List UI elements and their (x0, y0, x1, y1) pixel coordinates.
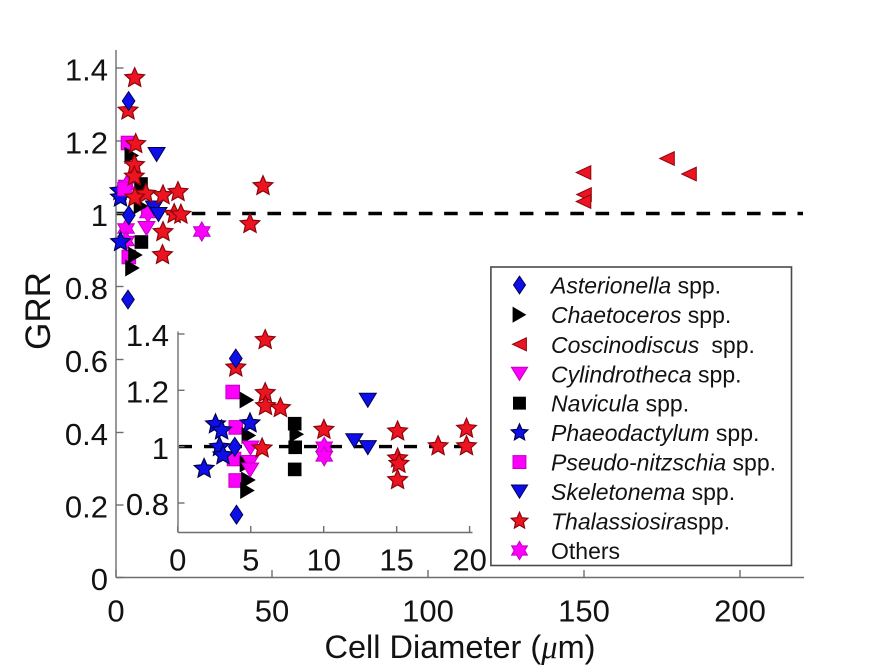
svg-text:1.2: 1.2 (65, 125, 108, 160)
svg-text:0.8: 0.8 (126, 487, 169, 522)
svg-text:0.6: 0.6 (65, 344, 108, 379)
svg-text:0.8: 0.8 (65, 271, 108, 306)
svg-text:Navicula spp.: Navicula spp. (551, 391, 689, 417)
svg-text:50: 50 (255, 594, 289, 629)
svg-text:1.4: 1.4 (65, 52, 108, 87)
svg-text:0: 0 (169, 543, 186, 578)
svg-text:GRR: GRR (19, 272, 58, 350)
svg-text:10: 10 (306, 543, 340, 578)
svg-text:5: 5 (242, 543, 259, 578)
svg-text:Phaeodactylum spp.: Phaeodactylum spp. (551, 420, 759, 446)
svg-text:Chaetoceros spp.: Chaetoceros spp. (551, 302, 731, 328)
svg-text:Thalassiosiraspp.: Thalassiosiraspp. (551, 509, 730, 535)
svg-text:Cylindrotheca spp.: Cylindrotheca spp. (551, 361, 742, 387)
svg-text:1: 1 (91, 198, 108, 233)
svg-text:0: 0 (91, 562, 108, 597)
svg-text:0: 0 (107, 594, 124, 629)
svg-text:Asterionella spp.: Asterionella spp. (549, 273, 721, 299)
svg-text:Others: Others (551, 538, 620, 564)
svg-text:15: 15 (379, 543, 413, 578)
svg-text:0.4: 0.4 (65, 417, 108, 452)
svg-text:0.2: 0.2 (65, 489, 108, 524)
svg-text:20: 20 (452, 543, 486, 578)
svg-text:Pseudo-nitzschia spp.: Pseudo-nitzschia spp. (551, 450, 776, 476)
svg-text:200: 200 (714, 594, 766, 629)
svg-text:100: 100 (402, 594, 454, 629)
svg-text:1: 1 (152, 431, 169, 466)
svg-text:Coscinodiscus spp.: Coscinodiscus spp. (551, 332, 755, 358)
svg-text:1.4: 1.4 (126, 318, 169, 353)
svg-text:Skeletonema spp.: Skeletonema spp. (551, 479, 735, 505)
svg-text:Cell Diameter (μm): Cell Diameter (μm) (325, 629, 596, 666)
svg-text:1.2: 1.2 (126, 375, 169, 410)
svg-text:150: 150 (558, 594, 610, 629)
